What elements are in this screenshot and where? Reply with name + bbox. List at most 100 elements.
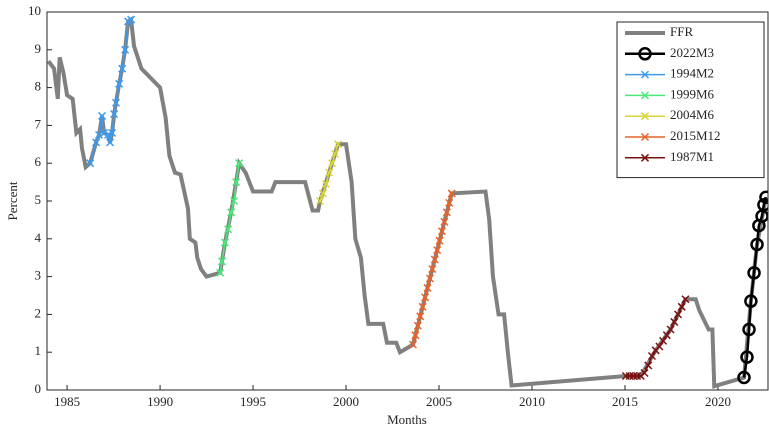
legend-label: 2004M6 [670, 107, 715, 122]
marker [750, 237, 764, 252]
x-tick-label: 1985 [54, 394, 80, 409]
marker [737, 370, 751, 385]
legend-marker [640, 70, 650, 79]
legend-label: 2015M12 [670, 128, 721, 143]
marker [430, 255, 439, 264]
series-line [219, 163, 240, 273]
marker [662, 331, 671, 340]
marker [127, 15, 136, 24]
y-tick-label: 7 [35, 116, 42, 131]
y-tick-label: 9 [35, 41, 42, 56]
marker [220, 238, 230, 247]
marker [232, 178, 241, 187]
marker [655, 342, 664, 351]
legend-marker [640, 112, 650, 121]
marker [681, 295, 690, 304]
marker [445, 198, 454, 207]
marker [437, 227, 447, 236]
marker [100, 128, 109, 137]
axes-box [46, 11, 769, 391]
legend-label: 2022M3 [670, 45, 714, 60]
marker [742, 322, 756, 337]
marker [447, 189, 456, 198]
marker [425, 274, 434, 283]
marker [740, 350, 754, 364]
marker [421, 293, 430, 302]
marker [227, 208, 236, 217]
marker [435, 236, 444, 245]
marker [217, 257, 227, 266]
marker [98, 111, 107, 120]
marker [315, 196, 325, 206]
y-tick-label: 2 [35, 305, 42, 320]
marker [644, 361, 653, 370]
marker [433, 246, 442, 255]
marker [95, 130, 104, 139]
marker [440, 217, 449, 226]
marker [666, 325, 675, 334]
marker [86, 159, 95, 168]
marker [108, 128, 117, 137]
marker [442, 208, 451, 217]
marker [224, 225, 233, 234]
y-axis-label: Percent [5, 181, 20, 220]
marker [744, 294, 758, 308]
marker [103, 130, 113, 139]
marker [428, 265, 437, 274]
marker [328, 159, 337, 168]
y-tick-label: 8 [35, 79, 42, 94]
marker [647, 351, 656, 361]
x-tick-label: 2020 [705, 394, 731, 409]
marker [670, 317, 679, 326]
x-tick-label: 1995 [240, 394, 266, 409]
marker [411, 331, 420, 340]
marker [121, 45, 130, 54]
marker [416, 312, 425, 321]
marker [659, 336, 668, 345]
legend: FFR 2022M3 1994M2 1999M6 2004M6 2015M12 1987M1 [616, 21, 765, 179]
marker [111, 98, 121, 107]
marker [747, 266, 761, 280]
y-tick-label: 0 [35, 381, 42, 396]
marker [118, 64, 127, 73]
legend-label: FFR [670, 24, 693, 39]
marker [334, 140, 343, 149]
x-axis-label: Months [387, 412, 427, 427]
marker [235, 159, 244, 168]
marker [640, 368, 649, 378]
marker [677, 302, 686, 311]
legend-marker [640, 91, 650, 100]
y-tick-label: 3 [35, 268, 42, 283]
marker [110, 110, 119, 119]
y-tick-label: 5 [35, 192, 42, 207]
marker [106, 138, 115, 147]
plot-layer [47, 15, 768, 389]
legend-marker [640, 153, 650, 162]
marker [230, 196, 239, 206]
marker [423, 283, 432, 292]
legend-label: 1999M6 [670, 86, 715, 101]
x-tick-label: 2015 [612, 394, 638, 409]
marker [318, 189, 328, 198]
marker [115, 79, 124, 88]
marker [331, 149, 340, 158]
marker [413, 321, 422, 330]
legend-label: 1994M2 [670, 66, 714, 81]
marker [759, 190, 768, 204]
y-tick-label: 6 [35, 154, 42, 169]
marker [321, 179, 330, 189]
x-tick-label: 2005 [426, 394, 452, 409]
marker [673, 310, 683, 319]
marker [216, 268, 225, 277]
y-tick-label: 4 [35, 230, 42, 245]
y-tick-label: 10 [28, 3, 41, 18]
legend-label: 1987M1 [670, 149, 714, 164]
x-tick-label: 2010 [519, 394, 545, 409]
marker [418, 302, 427, 311]
legend-marker [640, 132, 650, 142]
x-tick-label: 1990 [147, 394, 173, 409]
marker [92, 138, 101, 147]
legend-marker [638, 47, 652, 61]
y-tick-label: 1 [35, 343, 42, 358]
